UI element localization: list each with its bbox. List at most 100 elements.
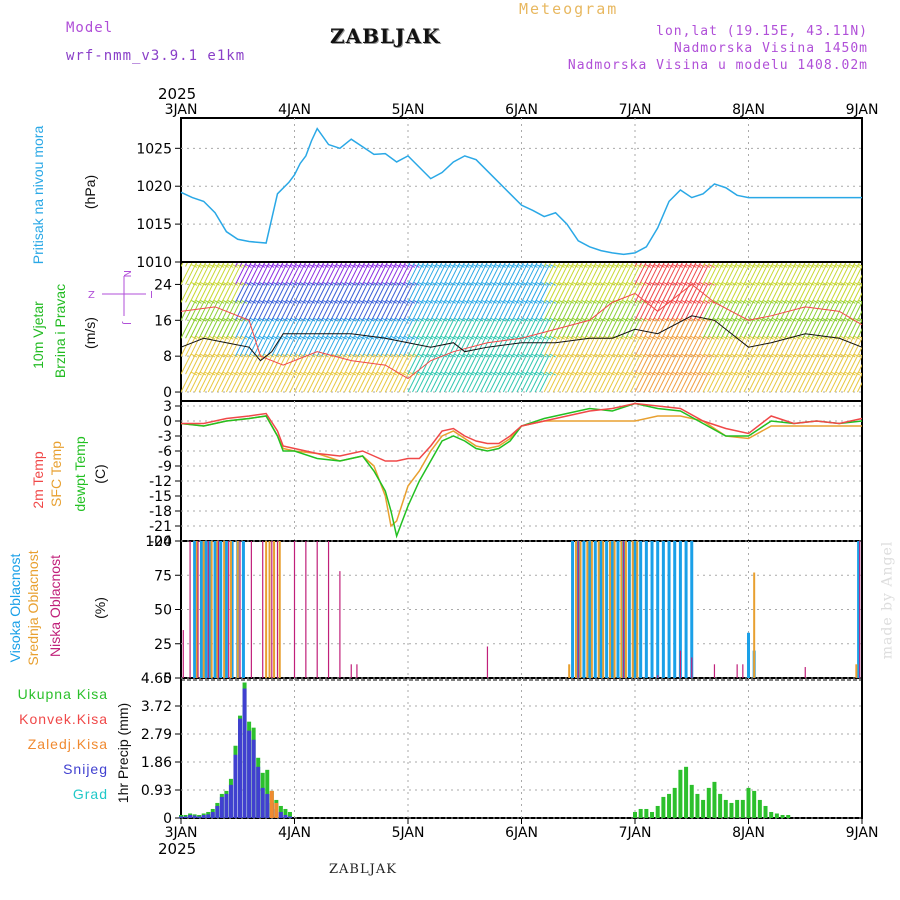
wind-barb <box>611 264 623 285</box>
wind-barb-flag <box>622 317 629 322</box>
wind-barb-flag <box>494 353 502 358</box>
wind-barb <box>525 318 537 339</box>
wind-barb <box>725 300 737 321</box>
wind-barb <box>434 353 446 375</box>
wind-barb-flag <box>572 299 579 304</box>
wind-barb-flag <box>277 281 284 286</box>
wind-barb <box>761 318 773 339</box>
wind-barb-flag <box>594 281 602 286</box>
wind-barb <box>198 335 210 357</box>
wind-barb-flag <box>558 281 565 286</box>
wind-barb <box>498 335 510 357</box>
wind-barb-flag <box>236 299 243 304</box>
wind-barb <box>648 335 660 357</box>
wind-barb-flag <box>517 299 525 304</box>
wind-barb <box>230 300 242 321</box>
wind-barb-flag <box>395 263 402 268</box>
wind-barb-flag <box>272 317 279 322</box>
wind-barb-flag <box>771 281 779 286</box>
wind-barb <box>280 264 292 285</box>
wind-barb <box>348 371 360 393</box>
wind-barb <box>194 264 206 285</box>
wind-barb-flag <box>544 281 552 286</box>
wind-barb-flag <box>454 299 461 304</box>
wind-barb <box>738 282 750 303</box>
wind-barb <box>348 282 360 303</box>
wind-barb <box>407 335 419 357</box>
wind-barb-flag <box>644 299 652 304</box>
wind-barb <box>552 353 564 375</box>
wind-barb-flag <box>313 353 320 358</box>
cloud-bar <box>623 541 625 678</box>
wind-barb-flag <box>531 317 538 322</box>
wind-barb <box>475 262 479 267</box>
wind-barb <box>334 335 346 357</box>
wind-barb <box>580 262 584 267</box>
wind-barb <box>521 282 532 303</box>
wind-barb <box>398 318 410 339</box>
wind-barb-flag <box>485 335 493 340</box>
wind-barb <box>439 282 451 303</box>
wind-barb <box>371 282 383 303</box>
wind-barb-flag <box>567 371 575 376</box>
wind-barb <box>820 318 832 339</box>
wind-barb-flag <box>767 263 774 268</box>
wind-barb <box>616 318 628 339</box>
wind-barb-flag <box>694 281 702 286</box>
wind-barb <box>807 353 818 375</box>
wind-barb-flag <box>222 263 230 268</box>
wind-barb <box>498 353 510 375</box>
wind-barb-flag <box>544 353 552 358</box>
wind-barb <box>339 262 343 267</box>
wind-barb-flag <box>227 371 234 376</box>
wind-barb <box>462 264 473 285</box>
wind-barb <box>616 335 628 357</box>
wind-barb-flag <box>712 371 720 376</box>
wind-barb <box>598 353 610 375</box>
wind-barb-flag <box>721 317 729 322</box>
wind-barb-flag <box>790 371 797 376</box>
wind-barb-flag <box>744 281 752 286</box>
wind-barb <box>707 335 719 357</box>
wind-barb-flag <box>699 263 706 268</box>
wind-barb <box>793 371 805 393</box>
precip-bar <box>265 769 270 818</box>
wind-barb <box>725 282 737 303</box>
wind-barb-flag <box>863 336 869 339</box>
wind-barb <box>443 282 455 303</box>
wind-barb <box>389 262 393 267</box>
wind-barb-flag <box>531 335 538 340</box>
wind-barb <box>784 318 796 339</box>
wind-barb-flag <box>208 263 216 268</box>
wind-barb <box>462 282 473 303</box>
wind-barb <box>489 264 501 285</box>
wind-barb <box>693 353 705 375</box>
wind-barb-flag <box>481 353 488 358</box>
wind-barb <box>207 353 219 375</box>
wind-barb <box>207 371 219 393</box>
precip-bar <box>269 790 274 818</box>
wind-barb-flag <box>694 371 702 376</box>
wind-barb <box>521 264 532 285</box>
wind-barb-flag <box>218 371 225 376</box>
wind-barb <box>462 371 473 393</box>
wind-barb-flag <box>295 281 302 286</box>
wind-barb <box>693 264 705 285</box>
wind-barb-flag <box>581 281 588 286</box>
wind-barb <box>634 282 646 303</box>
wind-barb-flag <box>413 335 420 340</box>
precip-bar <box>283 814 288 818</box>
wind-barb <box>607 282 619 303</box>
wind-barb <box>634 262 638 267</box>
wind-barb-flag <box>744 371 752 376</box>
wind-barb-flag <box>581 371 588 376</box>
wind-barb <box>639 371 650 393</box>
wind-barb-flag <box>653 299 661 304</box>
wind-barb <box>630 282 641 303</box>
wind-barb <box>207 262 212 267</box>
cloud-bar <box>747 632 750 678</box>
wind-barb <box>398 264 410 285</box>
wind-barb-flag <box>295 335 302 340</box>
wind-barb-flag <box>758 353 765 358</box>
wind-barb-flag <box>458 371 466 376</box>
